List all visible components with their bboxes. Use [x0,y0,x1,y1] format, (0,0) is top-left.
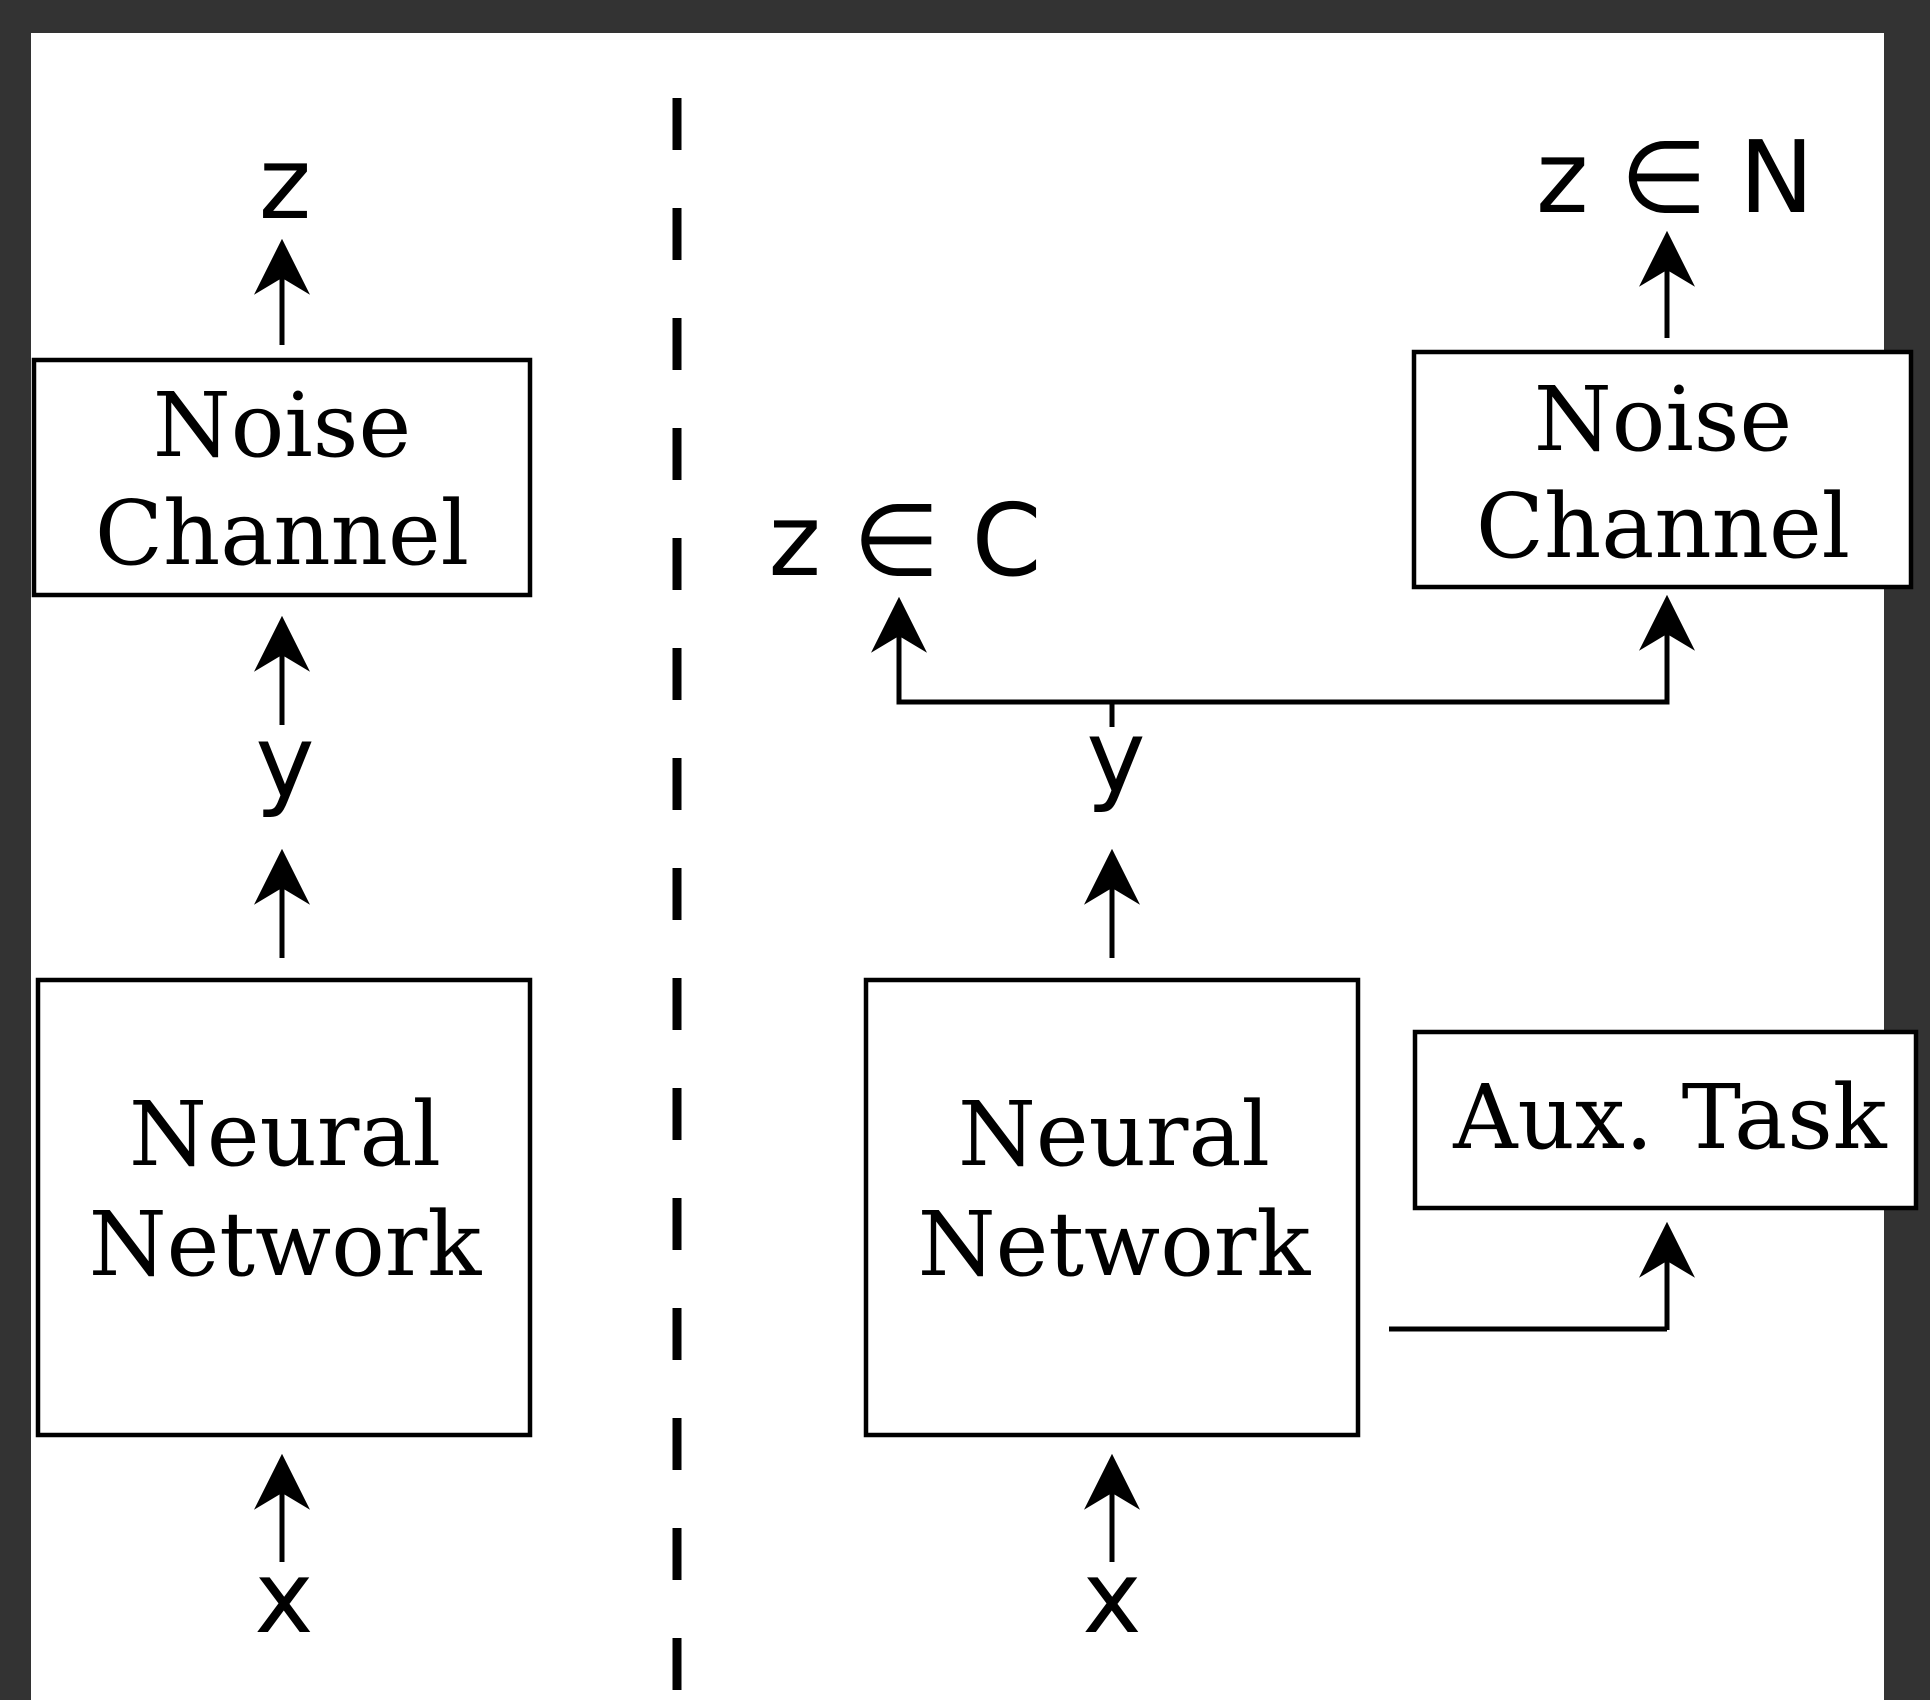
left-neural-network-line2: Network [89,1192,483,1296]
left-panel: z Noise Channel y Neural Network x [31,125,533,1656]
aux-task-connector [1389,1326,1670,1332]
left-neural-network-line1: Neural [129,1082,441,1186]
left-intermediate-label: y [255,703,314,820]
right-noise-channel-line1: Noise [1534,367,1792,471]
left-noise-channel-box [31,357,533,598]
left-input-label: x [254,1539,313,1656]
left-neural-network-box [35,977,533,1438]
right-noisy-output-label: z ∈ N [1536,119,1814,236]
right-input-label: x [1082,1539,1141,1656]
canvas-background [31,33,1884,1700]
aux-task-label: Aux. Task [1452,1065,1888,1169]
right-neural-network-box [863,977,1361,1438]
left-output-label: z [259,125,312,242]
right-neural-network-line2: Network [918,1192,1312,1296]
right-noise-channel-box [1411,349,1914,590]
left-noise-channel-line1: Noise [153,373,411,477]
right-neural-network-line1: Neural [958,1082,1270,1186]
aux-task-box [1412,1029,1919,1211]
right-panel: z ∈ N Noise Channel z ∈ C y Neural Netwo… [769,119,1919,1656]
right-intermediate-label: y [1086,698,1145,815]
left-noise-channel-line2: Channel [95,481,469,585]
right-noise-channel-line2: Channel [1476,474,1850,578]
right-clean-output-label: z ∈ C [769,482,1042,599]
